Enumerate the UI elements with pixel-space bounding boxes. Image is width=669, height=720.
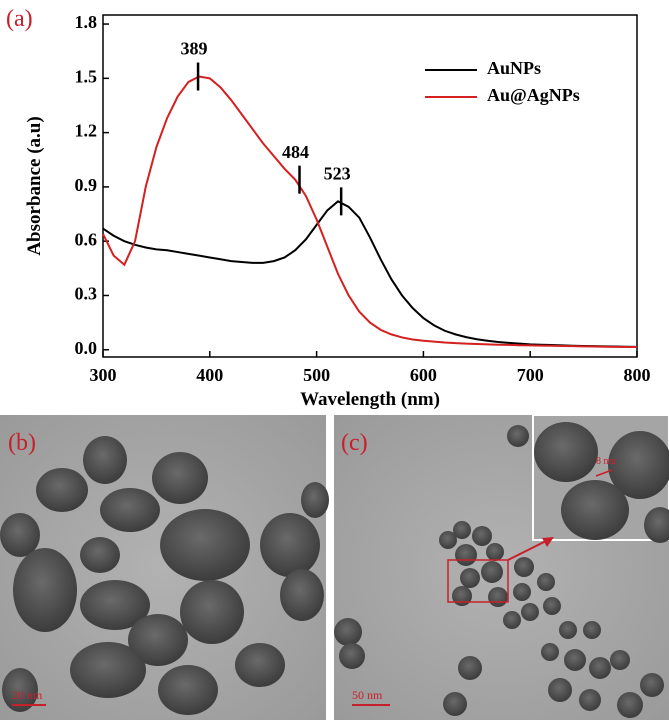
- scale-bar-label: 20 nm: [12, 688, 43, 702]
- panel-label: (c): [341, 430, 368, 456]
- plot-area: 0.0 0.3 0.6 0.9 1.2 1.5 1.8 300 400 500 600 700 800 A…: [75, 12, 651, 385]
- legend-label: AuNPs: [487, 58, 541, 78]
- peak-label: 523: [324, 164, 351, 184]
- y-tick-label: 1.5: [75, 66, 98, 86]
- x-tick-label: 300: [90, 365, 117, 385]
- tem-image-c: 8 nm (c) 50 nm: [334, 414, 669, 720]
- panel-label: (a): [6, 6, 33, 32]
- legend-label: Au@AgNPs: [487, 85, 580, 105]
- scale-bar-label: 50 nm: [352, 688, 383, 702]
- x-tick-label: 600: [410, 365, 437, 385]
- x-tick-label: 700: [517, 365, 544, 385]
- x-axis-label: Wavelength (nm): [300, 389, 440, 410]
- tem-image-b: (b) 20 nm: [0, 415, 329, 720]
- y-tick-label: 1.2: [75, 121, 98, 141]
- inset-scale-label: 8 nm: [596, 456, 617, 467]
- y-tick-label: 1.8: [75, 12, 98, 32]
- x-tick-label: 400: [196, 365, 223, 385]
- data-line: [102, 75, 637, 349]
- plot-frame: [102, 14, 638, 358]
- peak-label: 484: [282, 142, 309, 162]
- x-tick-label: 800: [624, 365, 651, 385]
- data-line: [102, 200, 638, 348]
- y-axis-label: Absorbance (a.u): [24, 116, 45, 255]
- y-tick-label: 0.9: [75, 175, 98, 195]
- x-tick-label: 500: [303, 365, 330, 385]
- y-tick-label: 0.3: [75, 284, 98, 304]
- panel-label: (b): [8, 430, 36, 456]
- y-tick-label: 0.6: [75, 229, 98, 249]
- peak-label: 389: [181, 39, 208, 59]
- y-tick-label: 0.0: [75, 338, 98, 358]
